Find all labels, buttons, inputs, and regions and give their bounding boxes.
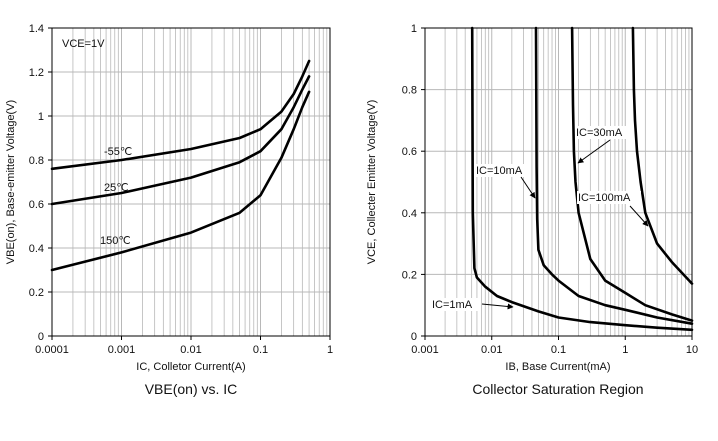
chart-right-y-tick-label: 0.4 bbox=[402, 208, 417, 220]
chart-left-y-axis-label: VBE(on), Base-emitter Voltage(V) bbox=[5, 100, 17, 264]
chart-right-series-line-2 bbox=[570, 26, 694, 322]
chart-left-x-axis-label: IC, Colletor Current(A) bbox=[136, 361, 245, 373]
chart-left-y-tick-label: 1 bbox=[38, 111, 44, 123]
chart-right-annotation-10ma-arrow bbox=[520, 176, 536, 199]
chart-left-x-tick-label: 1 bbox=[327, 344, 333, 356]
chart-right-series-line-1 bbox=[534, 26, 694, 326]
chart-right-y-tick-label: 1 bbox=[411, 23, 417, 35]
chart-left-annotation-minus55: -55℃ bbox=[104, 146, 132, 158]
chart-right-y-tick-label: 0.8 bbox=[402, 85, 417, 97]
chart-right-annotation-30ma: IC=30mA bbox=[576, 127, 623, 139]
chart-left-condition-label: VCE=1V bbox=[62, 38, 105, 50]
chart-right: 0.001 0.01 0.1 1 10 0 0.2 0.4 0.6 0.8 1 IC=1mA IC… bbox=[366, 23, 698, 397]
chart-right-y-tick-label: 0.6 bbox=[402, 146, 417, 158]
chart-right-x-ticks: 0.001 0.01 0.1 1 10 bbox=[411, 336, 698, 356]
chart-left-x-ticks: 0.0001 0.001 0.01 0.1 1 bbox=[35, 336, 333, 356]
chart-right-x-tick-label: 0.01 bbox=[481, 344, 502, 356]
chart-left-y-tick-label: 1.2 bbox=[29, 67, 44, 79]
chart-left-x-tick-label: 0.0001 bbox=[35, 344, 69, 356]
chart-left: 0.0001 0.001 0.01 0.1 1 0 0.2 0.4 0.6 0.8 1 1.2 1.4… bbox=[5, 23, 333, 397]
chart-left-y-tick-label: 0.4 bbox=[29, 243, 44, 255]
chart-left-annotation-150: 150℃ bbox=[100, 235, 131, 247]
chart-right-y-axis-label: VCE, Collecter Emitter Voltage(V) bbox=[366, 100, 378, 264]
chart-right-annotation-10ma: IC=10mA bbox=[476, 165, 523, 177]
chart-left-x-tick-label: 0.001 bbox=[108, 344, 136, 356]
chart-left-title: VBE(on) vs. IC bbox=[145, 381, 238, 397]
chart-right-y-tick-label: 0 bbox=[411, 331, 417, 343]
chart-left-y-tick-label: 0.8 bbox=[29, 155, 44, 167]
chart-right-series-line-3 bbox=[631, 26, 694, 285]
chart-right-annotation-100ma: IC=100mA bbox=[578, 192, 631, 204]
chart-right-annotation-30ma-bg bbox=[575, 126, 633, 139]
chart-right-series bbox=[470, 26, 694, 332]
chart-right-x-tick-label: 0.1 bbox=[551, 344, 566, 356]
chart-right-x-tick-label: 0.001 bbox=[411, 344, 439, 356]
chart-right-annotation-100ma-arrow bbox=[629, 205, 649, 227]
chart-left-y-tick-label: 0.6 bbox=[29, 199, 44, 211]
chart-right-y-tick-label: 0.2 bbox=[402, 269, 417, 281]
chart-left-series-line-1 bbox=[50, 75, 311, 206]
chart-right-annotation-1ma: IC=1mA bbox=[432, 299, 473, 311]
chart-left-y-tick-label: 0.2 bbox=[29, 287, 44, 299]
chart-right-grid bbox=[424, 27, 692, 337]
chart-right-title: Collector Saturation Region bbox=[472, 381, 643, 397]
chart-right-x-tick-label: 1 bbox=[622, 344, 628, 356]
chart-right-x-axis-label: IB, Base Current(mA) bbox=[505, 361, 610, 373]
chart-right-annotation-10ma-bg bbox=[475, 164, 531, 177]
chart-right-annotation-30ma-arrow bbox=[577, 139, 611, 164]
chart-left-annotation-25: 25℃ bbox=[104, 182, 129, 194]
chart-left-x-tick-label: 0.1 bbox=[253, 344, 268, 356]
chart-left-series-line-2 bbox=[50, 90, 311, 272]
chart-right-annotation-100ma-bg bbox=[577, 191, 641, 204]
chart-left-series-line-0 bbox=[50, 59, 311, 171]
chart-left-y-tick-label: 1.4 bbox=[29, 23, 44, 35]
chart-left-grid bbox=[51, 27, 330, 337]
chart-right-annotation-1ma-arrow bbox=[481, 303, 514, 310]
chart-right-series-line-0 bbox=[470, 26, 694, 332]
chart-right-x-tick-label: 10 bbox=[686, 344, 698, 356]
chart-right-y-ticks: 0 0.2 0.4 0.6 0.8 1 bbox=[402, 23, 425, 343]
chart-left-x-tick-label: 0.01 bbox=[180, 344, 201, 356]
chart-left-y-tick-label: 0 bbox=[38, 331, 44, 343]
chart-left-y-ticks: 0 0.2 0.4 0.6 0.8 1 1.2 1.4 bbox=[29, 23, 52, 343]
chart-left-series bbox=[50, 59, 311, 272]
chart-right-annotation-1ma-bg bbox=[431, 298, 481, 311]
